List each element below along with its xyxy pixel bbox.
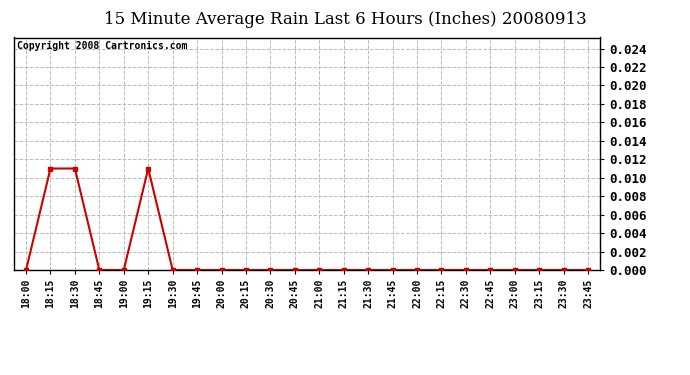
Text: Copyright 2008 Cartronics.com: Copyright 2008 Cartronics.com	[17, 41, 187, 51]
Text: 15 Minute Average Rain Last 6 Hours (Inches) 20080913: 15 Minute Average Rain Last 6 Hours (Inc…	[104, 11, 586, 28]
